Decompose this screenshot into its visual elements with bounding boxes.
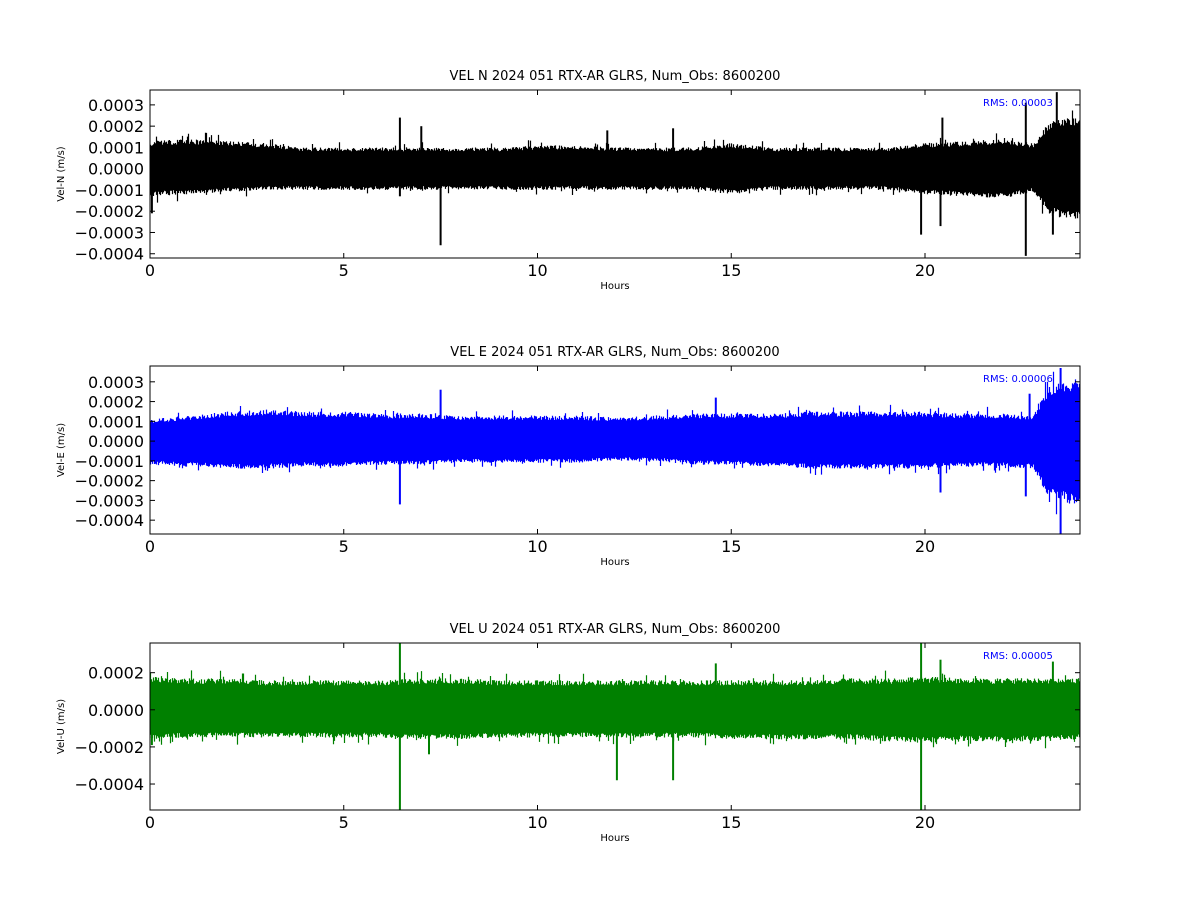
chart-panel-2: VEL E 2024 051 RTX-AR GLRS, Num_Obs: 860… <box>56 345 1081 568</box>
chart-title: VEL U 2024 051 RTX-AR GLRS, Num_Obs: 860… <box>450 622 781 637</box>
x-axis-label: Hours <box>600 281 629 292</box>
y-tick-label: 0.0000 <box>88 160 144 179</box>
x-tick-label: 20 <box>915 813 935 832</box>
x-tick-label: 20 <box>915 261 935 280</box>
x-tick-label: 5 <box>339 261 349 280</box>
x-tick-label: 0 <box>145 813 155 832</box>
x-axis-label: Hours <box>600 557 629 568</box>
x-tick-label: 5 <box>339 537 349 556</box>
y-axis-label: Vel-E (m/s) <box>56 423 67 477</box>
x-tick-label: 20 <box>915 537 935 556</box>
rms-annotation: RMS: 0.00006 <box>983 374 1053 385</box>
y-tick-label: −0.0003 <box>75 223 144 242</box>
y-tick-label: −0.0001 <box>75 181 144 200</box>
x-tick-label: 5 <box>339 813 349 832</box>
x-tick-label: 10 <box>527 813 547 832</box>
y-tick-label: −0.0002 <box>75 472 144 491</box>
x-tick-label: 15 <box>721 261 741 280</box>
y-tick-label: 0.0001 <box>88 138 144 157</box>
y-tick-label: −0.0004 <box>75 245 144 264</box>
x-axis-label: Hours <box>600 833 629 844</box>
x-tick-label: 10 <box>527 537 547 556</box>
y-tick-label: −0.0002 <box>75 202 144 221</box>
y-tick-label: 0.0003 <box>88 96 144 115</box>
plot-frame <box>149 365 1081 535</box>
y-tick-label: 0.0001 <box>88 412 144 431</box>
data-layer <box>150 92 1080 256</box>
data-layer <box>150 368 1080 534</box>
y-tick-label: 0.0000 <box>88 432 144 451</box>
data-layer <box>150 643 1080 810</box>
series-core <box>150 131 1080 206</box>
y-tick-label: −0.0004 <box>75 775 144 794</box>
y-tick-label: 0.0002 <box>88 664 144 683</box>
y-tick-label: 0.0002 <box>88 393 144 412</box>
plot-frame <box>149 642 1081 811</box>
chart-title: VEL N 2024 051 RTX-AR GLRS, Num_Obs: 860… <box>450 69 781 84</box>
chart-panel-3: VEL U 2024 051 RTX-AR GLRS, Num_Obs: 860… <box>56 622 1081 844</box>
chart-panel-1: VEL N 2024 051 RTX-AR GLRS, Num_Obs: 860… <box>56 69 1081 292</box>
y-tick-label: 0.0003 <box>88 373 144 392</box>
y-tick-label: −0.0003 <box>75 491 144 510</box>
series-core <box>150 396 1080 487</box>
chart-title: VEL E 2024 051 RTX-AR GLRS, Num_Obs: 860… <box>450 345 779 360</box>
series-core <box>150 686 1080 734</box>
x-tick-label: 0 <box>145 537 155 556</box>
plot-frame <box>149 89 1081 259</box>
y-axis-label: Vel-U (m/s) <box>56 699 67 754</box>
y-tick-label: −0.0004 <box>75 511 144 530</box>
y-tick-label: −0.0001 <box>75 452 144 471</box>
y-axis-label: Vel-N (m/s) <box>56 146 67 201</box>
x-tick-label: 15 <box>721 537 741 556</box>
x-tick-label: 10 <box>527 261 547 280</box>
y-tick-label: 0.0000 <box>88 701 144 720</box>
y-tick-label: −0.0002 <box>75 738 144 757</box>
rms-annotation: RMS: 0.00005 <box>983 651 1053 662</box>
rms-annotation: RMS: 0.00003 <box>983 98 1053 109</box>
x-tick-label: 0 <box>145 261 155 280</box>
y-tick-label: 0.0002 <box>88 117 144 136</box>
x-tick-label: 15 <box>721 813 741 832</box>
